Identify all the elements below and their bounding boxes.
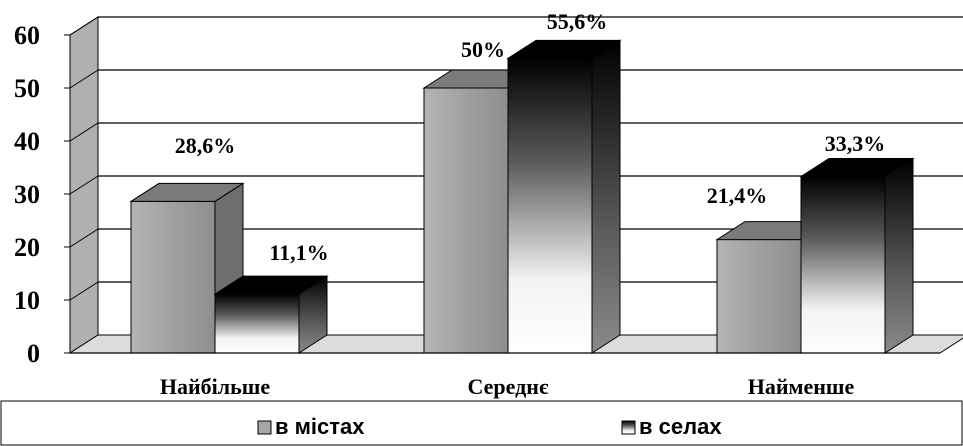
legend-label: в містах <box>275 414 365 439</box>
y-axis: 0 10 20 30 40 50 60 <box>14 21 71 368</box>
bar-front <box>214 293 300 354</box>
x-tick-label: Найбільше <box>160 374 270 399</box>
x-axis: Найбільше Середнє Найменше <box>70 352 940 399</box>
data-label: 33,3% <box>825 131 886 156</box>
data-label: 55,6% <box>547 9 608 34</box>
data-label: 21,4% <box>707 183 768 208</box>
y-tick-label: 40 <box>14 127 40 156</box>
gridline-side <box>69 16 99 36</box>
bar-side <box>298 275 328 354</box>
gridline-side <box>69 228 99 248</box>
gridline-side <box>69 122 99 142</box>
data-label: 50% <box>461 37 505 62</box>
data-label: 28,6% <box>175 133 236 158</box>
y-tick-label: 30 <box>14 180 40 209</box>
bars: 28,6% 11,1% 50% 55,6% 21,4% 33,3% <box>129 9 915 354</box>
bar-side <box>591 39 621 354</box>
bar-front <box>423 87 509 354</box>
bar-village-2 <box>799 157 915 354</box>
bar-front <box>716 239 802 354</box>
x-tick-label: Найменше <box>748 374 855 399</box>
y-tick-label: 60 <box>14 21 40 50</box>
bar-front <box>800 176 886 354</box>
gridline-side <box>69 69 99 89</box>
y-tick-label: 0 <box>27 339 40 368</box>
y-tick-label: 50 <box>14 74 40 103</box>
legend-swatch <box>257 420 272 435</box>
y-tick-label: 20 <box>14 233 40 262</box>
legend: в містах в селах <box>0 400 963 446</box>
y-tick-label: 10 <box>14 286 40 315</box>
gridline-side <box>69 175 99 195</box>
bar-side <box>884 157 914 354</box>
bar-front <box>130 200 216 354</box>
legend-box <box>0 400 963 446</box>
gridline-side <box>69 281 99 301</box>
bar-village-0 <box>213 275 329 354</box>
bar-front <box>507 57 593 354</box>
bar-village-1 <box>506 39 622 354</box>
legend-swatch <box>621 420 636 435</box>
legend-label: в селах <box>639 414 722 439</box>
data-label: 11,1% <box>269 240 328 265</box>
x-tick-label: Середнє <box>468 374 549 399</box>
